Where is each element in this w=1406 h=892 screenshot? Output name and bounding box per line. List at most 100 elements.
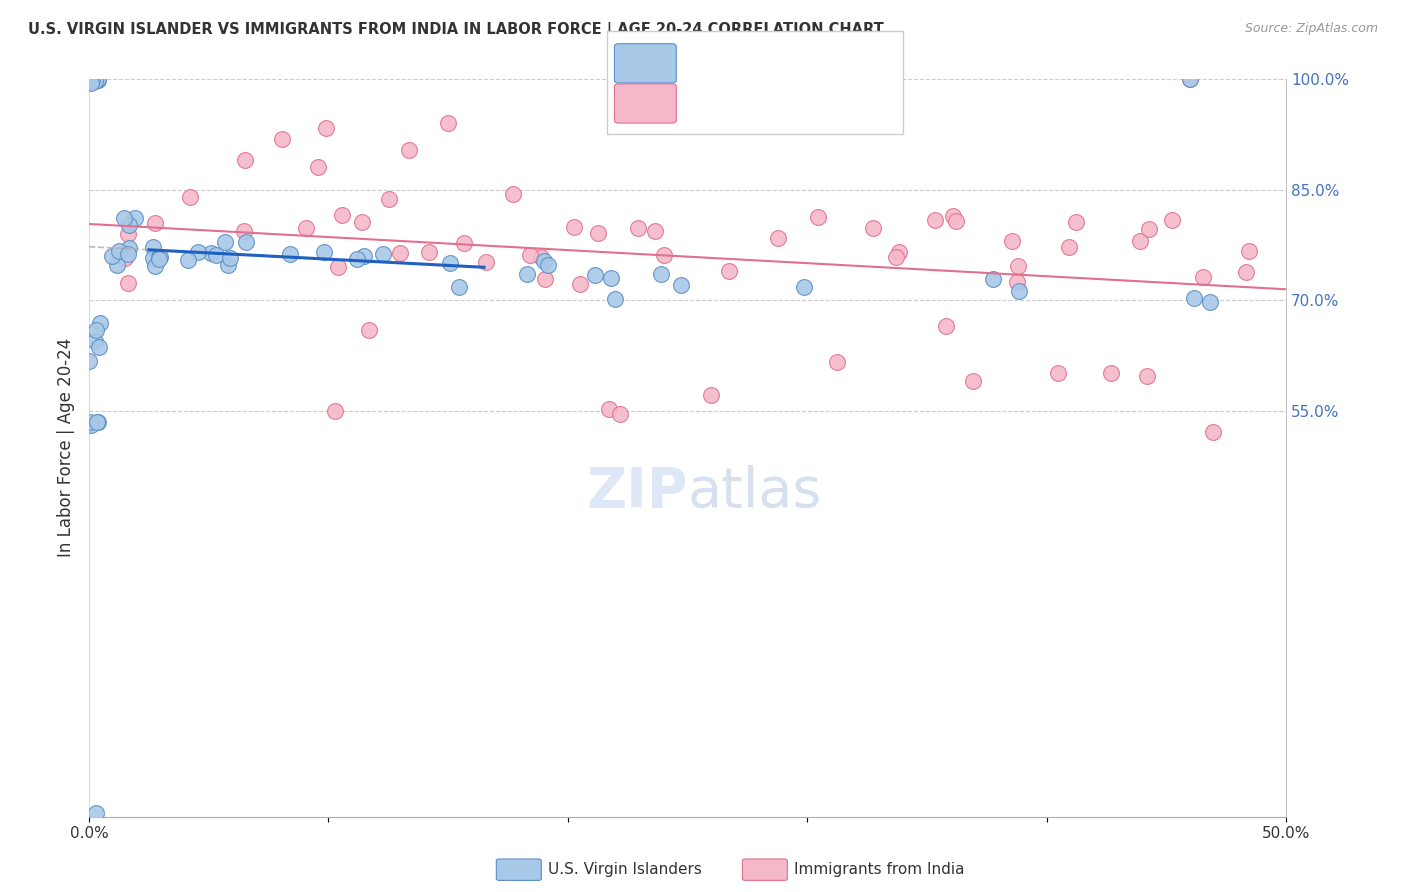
Point xyxy=(644,224,666,238)
Text: ZIP: ZIP xyxy=(586,465,688,519)
Point xyxy=(583,268,606,283)
Point xyxy=(105,258,128,272)
Point xyxy=(232,224,254,238)
Point xyxy=(884,251,907,265)
Point xyxy=(359,323,381,337)
Point xyxy=(1008,285,1031,299)
Point xyxy=(149,250,172,264)
Point xyxy=(389,245,412,260)
Point xyxy=(453,235,475,250)
Point xyxy=(117,227,139,242)
Point xyxy=(600,270,623,285)
Point xyxy=(924,212,946,227)
Point xyxy=(1198,295,1220,310)
Point xyxy=(1005,275,1028,289)
Point xyxy=(981,272,1004,286)
Point xyxy=(669,277,692,292)
Point xyxy=(825,355,848,369)
Point xyxy=(80,76,103,90)
Point xyxy=(398,143,420,157)
Point xyxy=(449,280,471,294)
Point xyxy=(766,231,789,245)
Point xyxy=(530,250,553,264)
Point xyxy=(332,209,354,223)
Point xyxy=(101,249,124,263)
Point xyxy=(1136,369,1159,384)
Point xyxy=(141,252,163,266)
Point xyxy=(87,72,110,87)
Point xyxy=(1237,244,1260,259)
Text: Source: ZipAtlas.com: Source: ZipAtlas.com xyxy=(1244,22,1378,36)
Point xyxy=(271,132,294,146)
Point xyxy=(588,226,610,240)
Y-axis label: In Labor Force | Age 20-24: In Labor Force | Age 20-24 xyxy=(58,338,75,558)
Point xyxy=(307,160,329,174)
Point xyxy=(1064,215,1087,229)
Point xyxy=(86,73,108,87)
Point xyxy=(219,252,242,266)
Point xyxy=(598,401,620,416)
Point xyxy=(807,210,830,224)
Point xyxy=(278,247,301,261)
Point xyxy=(718,264,741,278)
Point xyxy=(533,253,555,268)
Point xyxy=(652,248,675,262)
Point xyxy=(112,211,135,226)
Point xyxy=(117,276,139,290)
Text: R = 0.047   N = 119: R = 0.047 N = 119 xyxy=(686,95,868,112)
Point xyxy=(371,246,394,260)
Point xyxy=(80,417,103,432)
Point xyxy=(942,209,965,223)
Point xyxy=(89,316,111,330)
Point xyxy=(114,251,136,265)
Point xyxy=(179,189,201,203)
Point xyxy=(378,192,401,206)
Point xyxy=(312,245,335,260)
Point xyxy=(84,805,107,820)
Point xyxy=(437,116,460,130)
Point xyxy=(533,272,555,286)
Point xyxy=(79,75,101,89)
Point xyxy=(1192,269,1215,284)
Point xyxy=(1161,212,1184,227)
Point xyxy=(439,256,461,270)
Point xyxy=(1182,291,1205,305)
Text: R = 0.304   N = 73: R = 0.304 N = 73 xyxy=(686,54,856,72)
Point xyxy=(1234,265,1257,279)
Point xyxy=(350,215,373,229)
Point xyxy=(1180,72,1202,87)
Point xyxy=(235,235,257,249)
Point xyxy=(233,153,256,167)
Point xyxy=(793,280,815,294)
Point xyxy=(177,252,200,267)
Point xyxy=(80,73,103,87)
Point xyxy=(87,415,110,429)
Point xyxy=(537,258,560,272)
Point xyxy=(353,249,375,263)
Point xyxy=(86,415,108,429)
Point xyxy=(326,260,349,274)
Point xyxy=(627,221,650,235)
Point xyxy=(862,221,884,235)
Point xyxy=(609,407,631,421)
Point xyxy=(187,245,209,260)
Point xyxy=(650,268,672,282)
Point xyxy=(475,255,498,269)
Text: atlas: atlas xyxy=(688,465,823,519)
Point xyxy=(1129,234,1152,248)
Point xyxy=(108,244,131,259)
Point xyxy=(569,277,592,291)
Point xyxy=(1001,234,1024,248)
Point xyxy=(1046,366,1069,380)
Point xyxy=(502,186,524,201)
Text: Immigrants from India: Immigrants from India xyxy=(794,863,965,877)
Point xyxy=(200,245,222,260)
Point xyxy=(962,374,984,388)
Point xyxy=(217,259,239,273)
Point xyxy=(124,211,146,226)
Point xyxy=(295,221,318,235)
Point xyxy=(142,240,165,254)
Point xyxy=(143,216,166,230)
Point xyxy=(418,245,440,260)
Point xyxy=(605,292,627,306)
